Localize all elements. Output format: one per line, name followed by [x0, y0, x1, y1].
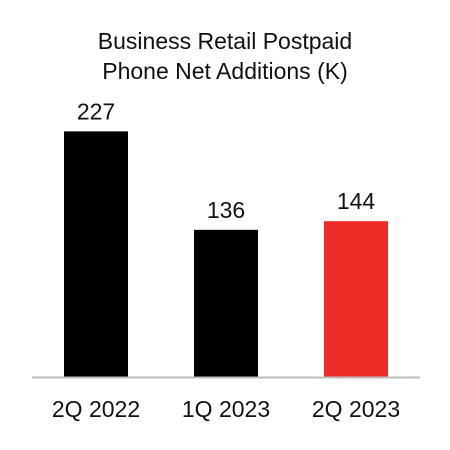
x-tick-label: 2Q 2022 [52, 396, 140, 422]
data-label: 227 [77, 98, 115, 124]
bar-2q-2023 [324, 221, 388, 377]
chart-title-line-1: Business Retail Postpaid [97, 28, 353, 54]
x-tick-label: 2Q 2023 [312, 396, 400, 422]
bar-2q-2022 [64, 131, 128, 377]
bar-1q-2023 [194, 229, 258, 377]
x-tick-label: 1Q 2023 [182, 396, 270, 422]
chart-title-line-2: Phone Net Additions (K) [102, 58, 348, 84]
data-label: 144 [337, 188, 376, 214]
data-label: 136 [207, 197, 245, 223]
chart-title: Business Retail Postpaid Phone Net Addit… [0, 26, 450, 86]
